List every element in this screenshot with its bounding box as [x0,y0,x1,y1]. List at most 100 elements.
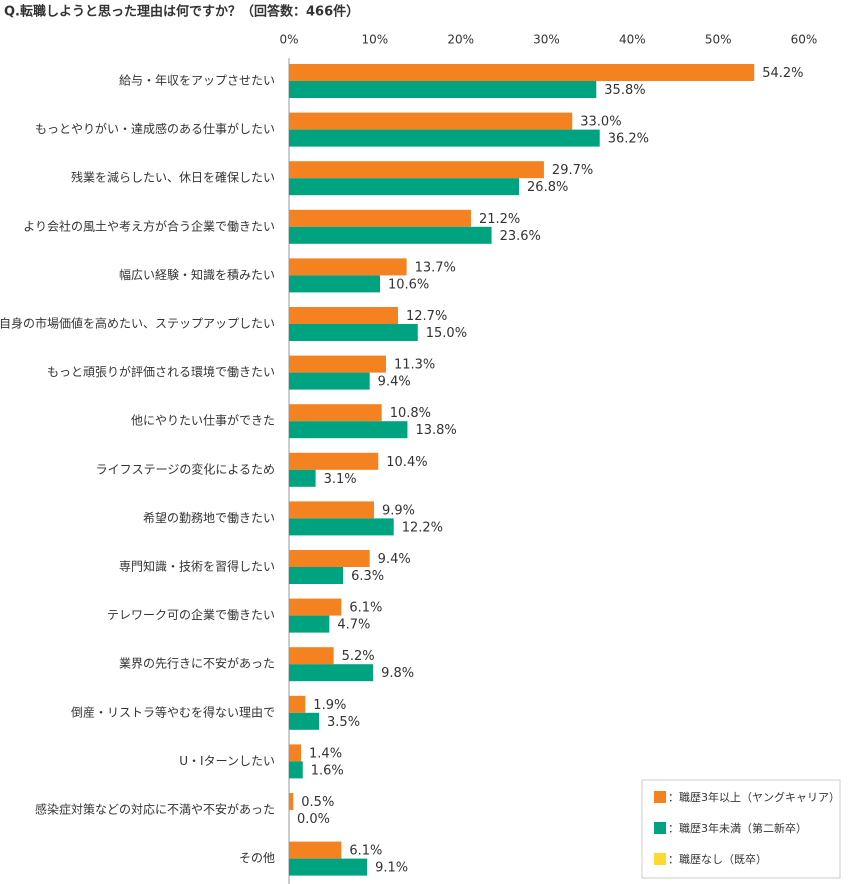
bar [289,793,294,810]
value-label: 1.4% [309,746,342,761]
x-tick-label: 0% [279,33,298,47]
bar [289,64,755,81]
value-label: 29.7% [552,163,593,178]
bar [289,209,471,227]
value-label: 13.8% [415,423,456,438]
bar [289,664,374,682]
bar [289,112,573,130]
bar [289,841,342,859]
bar [289,275,380,293]
bar [289,226,492,244]
x-tick-label: 30% [533,33,560,47]
bar [289,452,379,470]
category-label: 専門知識・技術を習得したい [119,559,275,574]
bar [289,647,334,665]
value-label: 1.9% [313,698,346,713]
category-label: もっとやりがい・達成感のある仕事がしたい [35,121,275,136]
bar [289,712,320,730]
legend-label: ：職歴なし（既卒） [668,852,767,866]
value-label: 0.0% [297,812,330,827]
value-label: 4.7% [337,618,370,633]
value-label: 35.8% [604,83,645,98]
value-label: 9.4% [378,552,411,567]
category-label: 残業を減らしたい、休日を確保したい [71,170,275,185]
category-label: もっと頑張りが評価される環境で働きたい [47,364,275,379]
legend-label: ：職歴3年未満（第二新卒） [668,821,807,835]
value-label: 6.1% [349,601,382,616]
x-tick-label: 60% [791,33,818,47]
bar [289,421,408,439]
category-label: 給与・年収をアップさせたい [119,74,275,88]
bar [289,258,407,276]
legend-swatch [654,822,666,834]
bar [289,567,344,584]
category-label: 他にやりたい仕事ができた [131,413,275,428]
bar [289,81,597,98]
bar [289,550,370,567]
value-label: 36.2% [608,132,649,147]
value-label: 9.9% [382,503,415,518]
category-label: ライフステージの変化によるため [96,461,275,476]
category-label: 自身の市場価値を高めたい、ステップアップしたい [0,316,275,331]
chart-title: Q.転職しようと思った理由は何ですか？（回答数：466件） [4,4,359,20]
bar [289,161,544,179]
value-label: 5.2% [342,649,375,664]
bar [289,858,368,876]
value-label: 13.7% [415,260,456,275]
value-label: 23.6% [500,229,541,244]
value-label: 15.0% [426,326,467,341]
value-label: 9.1% [375,861,408,876]
bar [289,469,316,487]
category-label: その他 [239,851,275,865]
value-label: 10.6% [388,277,429,292]
value-label: 9.4% [378,375,411,390]
bar [289,761,303,779]
bar [289,598,342,616]
category-label: 業界の先行きに不安があった [119,656,275,671]
value-label: 12.7% [406,309,447,324]
bar [289,307,399,324]
legend-box [641,779,841,879]
category-label: より会社の風土や考え方が合う企業で働きたい [23,218,275,233]
legend-label: ：職歴3年以上（ヤングキャリア） [668,790,840,804]
x-tick-label: 20% [447,33,474,47]
bar [289,404,382,422]
x-tick-label: 50% [705,33,732,47]
value-label: 10.4% [386,455,427,470]
bar [289,324,418,341]
bar [289,501,374,519]
value-label: 11.3% [394,358,435,373]
bar [289,129,600,147]
bar [289,178,520,196]
category-label: 幅広い経験・知識を積みたい [119,267,275,282]
value-label: 26.8% [527,180,568,195]
value-label: 9.8% [381,666,414,681]
value-label: 54.2% [762,66,803,81]
legend-swatch [654,853,666,865]
bar [289,695,306,713]
category-label: テレワーク可の企業で働きたい [107,607,275,622]
value-label: 10.8% [390,406,431,421]
x-tick-label: 10% [361,33,388,47]
value-label: 0.5% [301,795,334,810]
value-label: 3.5% [327,715,360,730]
bar [289,355,386,373]
value-label: 3.1% [324,472,357,487]
category-label: 希望の勤務地で働きたい [143,510,275,525]
category-label: 感染症対策などの対応に不満や不安があった [35,802,275,817]
bar [289,518,394,536]
legend-swatch [654,791,666,803]
value-label: 21.2% [479,212,520,227]
category-label: 倒産・リストラ等やむを得ない理由で [71,704,275,719]
value-label: 6.1% [349,844,382,859]
bar [289,615,330,633]
value-label: 6.3% [351,569,384,584]
bar [289,372,370,390]
value-label: 1.6% [311,763,344,778]
value-label: 12.2% [402,520,443,535]
value-label: 33.0% [580,115,621,130]
bar [289,744,302,762]
category-label: U・Iターンしたい [179,754,275,768]
x-tick-label: 40% [619,33,646,47]
